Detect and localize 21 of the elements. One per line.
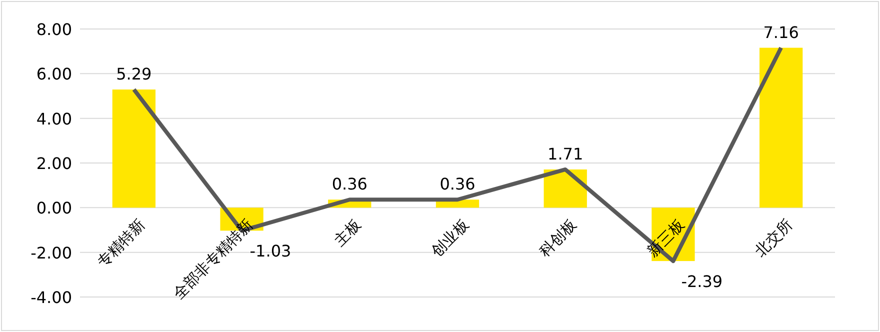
y-tick-label: -4.00 [30,288,72,307]
data-label: -2.39 [681,272,723,292]
x-tick-label: 新三板 [643,216,688,260]
y-tick-label: 0.00 [36,198,72,218]
data-label: 0.36 [332,174,368,194]
data-label: 5.29 [116,64,152,84]
x-tick-label: 北交所 [751,216,796,260]
y-tick-label: 8.00 [36,20,72,39]
x-tick-label: 专精特新 [94,216,149,271]
y-tick-label: 4.00 [36,109,72,128]
y-tick-label: -2.00 [30,243,72,262]
y-tick-label: 6.00 [36,64,72,84]
y-tick-label: 2.00 [36,154,72,173]
x-tick-label: 科创板 [536,216,580,260]
bar [760,48,803,208]
data-label: 0.36 [440,174,476,194]
data-label: 7.16 [763,22,799,42]
x-tick-label: 主板 [330,216,364,250]
data-label: 1.71 [548,144,584,164]
x-tick-label: 创业板 [428,216,472,260]
bar [112,90,156,208]
